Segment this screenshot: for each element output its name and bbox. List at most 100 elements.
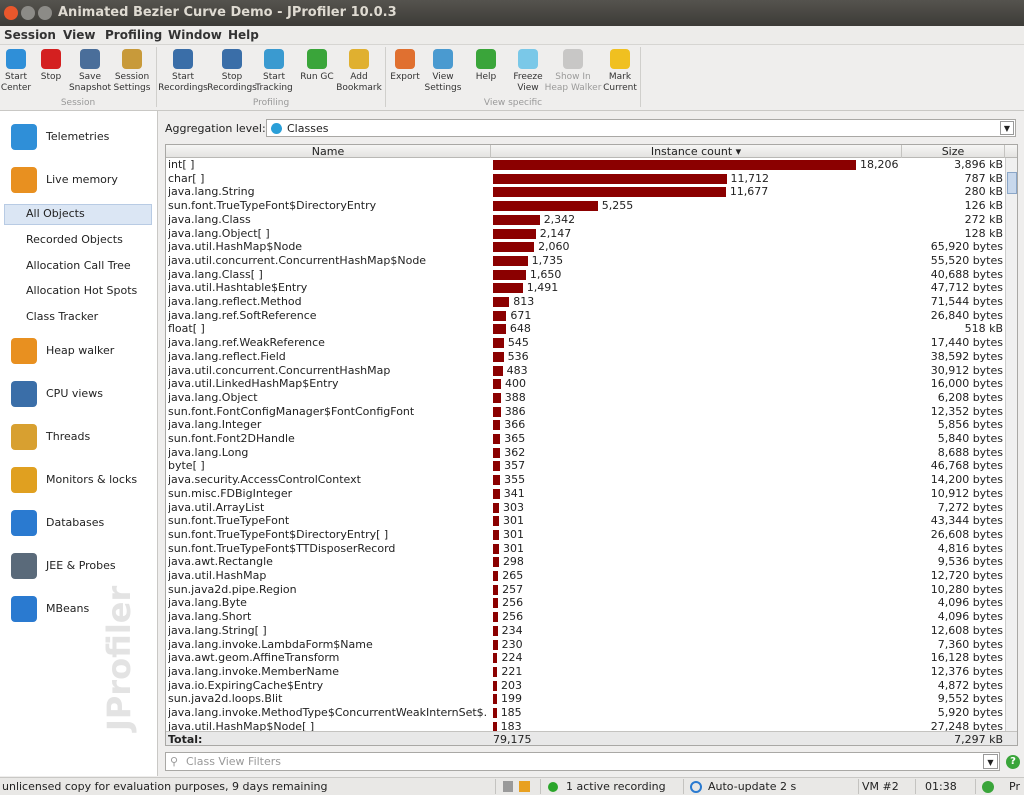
nav-subitem[interactable]: Recorded Objects xyxy=(26,232,123,246)
nav-item[interactable]: Databases xyxy=(46,516,105,529)
table-row[interactable]: java.lang.invoke.LambdaForm$Name 230 7,360… xyxy=(166,638,1005,652)
count-bar xyxy=(493,543,499,554)
nav-item[interactable]: Monitors & locks xyxy=(46,473,138,486)
table-row[interactable]: java.util.HashMap 265 12,720 bytes xyxy=(166,569,1005,583)
nav-item[interactable]: Live memory xyxy=(46,173,118,186)
toolbar-button[interactable]: Stop xyxy=(29,47,73,97)
toolbar-button-label: Settings xyxy=(113,83,151,93)
table-row[interactable]: java.util.concurrent.ConcurrentHashMap 48… xyxy=(166,364,1005,378)
menu-item[interactable]: View xyxy=(63,28,96,42)
menu-item[interactable]: Help xyxy=(228,28,259,42)
table-row[interactable]: java.lang.Object[ ] 2,147 128 kB xyxy=(166,227,1005,241)
nav-item[interactable]: CPU views xyxy=(46,387,103,400)
table-row[interactable]: sun.font.TrueTypeFont$TTDisposerRecord 30… xyxy=(166,542,1005,556)
toolbar-button[interactable]: Export xyxy=(383,47,427,97)
table-row[interactable]: float[ ] 648 518 kB xyxy=(166,322,1005,336)
scroll-thumb[interactable] xyxy=(1007,172,1017,194)
table-row[interactable]: java.lang.String 11,677 280 kB xyxy=(166,185,1005,199)
table-row[interactable]: sun.font.Font2DHandle 365 5,840 bytes xyxy=(166,432,1005,446)
table-row[interactable]: java.security.AccessControlContext 355 14,… xyxy=(166,473,1005,487)
table-row[interactable]: java.awt.geom.AffineTransform 224 16,128 b… xyxy=(166,651,1005,665)
table-row[interactable]: java.util.concurrent.ConcurrentHashMap$N… xyxy=(166,254,1005,268)
table-row[interactable]: java.lang.reflect.Method 813 71,544 bytes xyxy=(166,295,1005,309)
toolbar-button[interactable]: Save Snapshot xyxy=(68,47,112,97)
toolbar-button[interactable]: Help xyxy=(464,47,508,97)
table-row[interactable]: java.lang.Object 388 6,208 bytes xyxy=(166,391,1005,405)
table-row[interactable]: java.util.Hashtable$Entry 1,491 47,712 byt… xyxy=(166,281,1005,295)
close-button[interactable] xyxy=(4,6,18,20)
table-row[interactable]: java.lang.String[ ] 234 12,608 bytes xyxy=(166,624,1005,638)
toolbar-button[interactable]: Run GC xyxy=(295,47,339,97)
table-row[interactable]: sun.java2d.loops.Blit 199 9,552 bytes xyxy=(166,692,1005,706)
toolbar-button[interactable]: Start Recordings xyxy=(158,47,208,97)
scrollbar[interactable] xyxy=(1005,158,1017,731)
status-text[interactable]: Auto-update 2 s xyxy=(708,780,797,793)
filter-box[interactable]: ⚲ Class View Filters ▼ xyxy=(165,752,1000,771)
filter-dropdown[interactable]: ▼ xyxy=(983,754,998,769)
minimize-button[interactable] xyxy=(21,6,35,20)
maximize-button[interactable] xyxy=(38,6,52,20)
nav-item[interactable]: JEE & Probes xyxy=(46,559,116,572)
nav-subitem[interactable]: Class Tracker xyxy=(26,310,99,324)
nav-item[interactable]: Heap walker xyxy=(46,344,115,357)
table-row[interactable]: java.lang.Byte 256 4,096 bytes xyxy=(166,596,1005,610)
table-row[interactable]: sun.misc.FDBigInteger 341 10,912 bytes xyxy=(166,487,1005,501)
nav-item[interactable]: Threads xyxy=(46,430,91,443)
menu-item[interactable]: Profiling xyxy=(105,28,163,42)
toolbar-button[interactable]: Session Settings xyxy=(110,47,154,97)
size: 9,552 bytes xyxy=(937,692,1003,706)
table-row[interactable]: sun.font.FontConfigManager$FontConfigFon… xyxy=(166,405,1005,419)
table-row[interactable]: java.lang.Class[ ] 1,650 40,688 bytes xyxy=(166,268,1005,282)
size: 272 kB xyxy=(964,212,1003,226)
table-row[interactable]: sun.font.TrueTypeFont 301 43,344 bytes xyxy=(166,514,1005,528)
table-row[interactable]: java.lang.invoke.MemberName 221 12,376 byt… xyxy=(166,665,1005,679)
combo-arrow[interactable]: ▼ xyxy=(1000,121,1014,135)
menu-item[interactable]: Session xyxy=(4,28,56,42)
column-header[interactable]: Instance count ▾ xyxy=(491,145,902,158)
toolbar-button[interactable]: Add Bookmark xyxy=(336,47,382,97)
table-row[interactable]: int[ ] 18,206 3,896 kB xyxy=(166,158,1005,172)
toolbar-button[interactable]: Start Tracking xyxy=(252,47,296,97)
size: 26,840 bytes xyxy=(930,308,1003,322)
table-row[interactable]: java.lang.Integer 366 5,856 bytes xyxy=(166,418,1005,432)
toolbar-button[interactable]: Mark Current xyxy=(598,47,642,97)
table-row[interactable]: sun.font.TrueTypeFont$DirectoryEntry[ ] 3… xyxy=(166,528,1005,542)
menu-item[interactable]: Window xyxy=(168,28,222,42)
toolbar-button[interactable]: Stop Recordings xyxy=(207,47,257,97)
table-row[interactable]: java.lang.Long 362 8,688 bytes xyxy=(166,446,1005,460)
table-row[interactable]: java.io.ExpiringCache$Entry 203 4,872 byte… xyxy=(166,679,1005,693)
table-row[interactable]: char[ ] 11,712 787 kB xyxy=(166,172,1005,186)
table-row[interactable]: java.lang.ref.WeakReference 545 17,440 byt… xyxy=(166,336,1005,350)
table-row[interactable]: java.util.HashMap$Node[ ] 183 27,248 bytes xyxy=(166,720,1005,734)
aggregation-combo[interactable]: Classes ▼ xyxy=(266,119,1016,137)
table-row[interactable]: java.lang.invoke.MethodType$ConcurrentWe… xyxy=(166,706,1005,720)
toolbar-button[interactable]: Start Center xyxy=(0,47,38,97)
total-count: 79,175 xyxy=(493,733,532,746)
table-row[interactable]: java.lang.Class 2,342 272 kB xyxy=(166,213,1005,227)
toolbar-button[interactable]: Freeze View xyxy=(506,47,550,97)
nav-subitem[interactable]: Allocation Hot Spots xyxy=(26,284,138,298)
table-row[interactable]: java.awt.Rectangle 298 9,536 bytes xyxy=(166,555,1005,569)
count-label: 2,342 xyxy=(543,212,576,226)
column-header[interactable]: Size xyxy=(902,145,1005,158)
table-row[interactable]: java.lang.Short 256 4,096 bytes xyxy=(166,610,1005,624)
count-bar xyxy=(493,529,499,540)
count-label: 256 xyxy=(502,610,524,624)
table-row[interactable]: java.util.HashMap$Node 2,060 65,920 bytes xyxy=(166,240,1005,254)
table-row[interactable]: java.lang.reflect.Field 536 38,592 bytes xyxy=(166,350,1005,364)
table-row[interactable]: sun.java2d.pipe.Region 257 10,280 bytes xyxy=(166,583,1005,597)
nav-item[interactable]: MBeans xyxy=(46,602,90,615)
table-row[interactable]: byte[ ] 357 46,768 bytes xyxy=(166,459,1005,473)
nav-subitem[interactable]: All Objects xyxy=(26,207,85,220)
count-bar xyxy=(493,721,497,732)
table-row[interactable]: java.util.ArrayList 303 7,272 bytes xyxy=(166,501,1005,515)
table-row[interactable]: java.util.LinkedHashMap$Entry 400 16,000 b… xyxy=(166,377,1005,391)
nav-item[interactable]: Telemetries xyxy=(46,130,110,143)
table-row[interactable]: java.lang.ref.SoftReference 671 26,840 byt… xyxy=(166,309,1005,323)
toolbar-button[interactable]: View Settings xyxy=(421,47,465,97)
aggregation-value: Classes xyxy=(287,122,329,135)
filter-help[interactable]: ? xyxy=(1006,755,1020,769)
column-header[interactable]: Name xyxy=(166,145,491,158)
nav-subitem[interactable]: Allocation Call Tree xyxy=(26,258,131,272)
table-row[interactable]: sun.font.TrueTypeFont$DirectoryEntry 5,25… xyxy=(166,199,1005,213)
